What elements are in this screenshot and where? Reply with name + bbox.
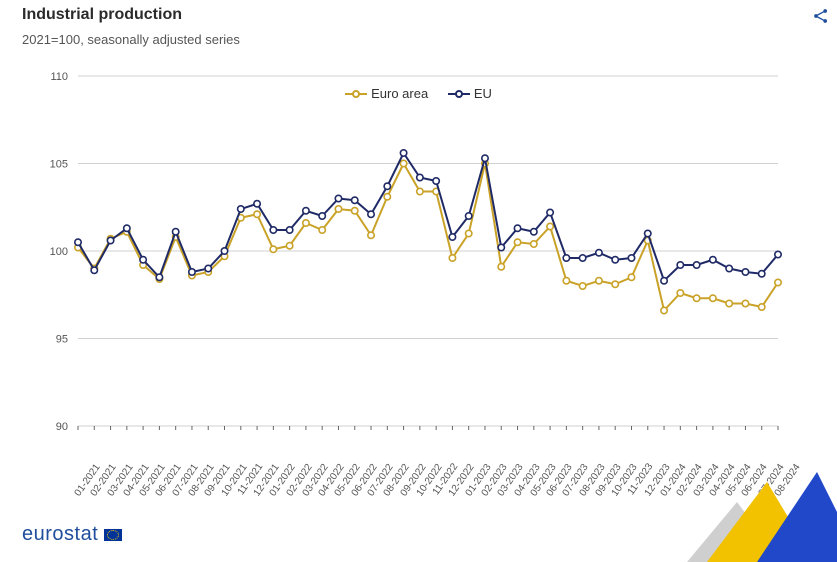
- legend-swatch-euro-area: [345, 89, 367, 99]
- series-marker: [514, 239, 520, 245]
- series-marker: [303, 208, 309, 214]
- series-marker: [693, 295, 699, 301]
- series-marker: [319, 227, 325, 233]
- series-marker: [465, 213, 471, 219]
- series-marker: [612, 281, 618, 287]
- series-marker: [726, 300, 732, 306]
- series-marker: [449, 234, 455, 240]
- series-marker: [693, 262, 699, 268]
- series-marker: [335, 206, 341, 212]
- series-marker: [417, 174, 423, 180]
- series-line: [78, 164, 778, 311]
- series-marker: [286, 227, 292, 233]
- series-marker: [124, 225, 130, 231]
- y-tick-label: 110: [50, 71, 68, 83]
- series-marker: [563, 255, 569, 261]
- legend-label-eu: EU: [474, 86, 492, 101]
- series-marker: [579, 255, 585, 261]
- series-marker: [759, 304, 765, 310]
- series-marker: [742, 300, 748, 306]
- series-marker: [775, 251, 781, 257]
- legend: Euro area EU: [22, 86, 815, 102]
- chart-subtitle: 2021=100, seasonally adjusted series: [22, 32, 240, 47]
- y-tick-label: 105: [50, 159, 68, 171]
- series-marker: [368, 211, 374, 217]
- series-marker: [384, 183, 390, 189]
- series-marker: [254, 201, 260, 207]
- chart-area: 9095100105110 Euro area EU 01-202102-202…: [22, 56, 815, 476]
- series-marker: [579, 283, 585, 289]
- series-marker: [661, 307, 667, 313]
- series-marker: [628, 274, 634, 280]
- series-marker: [710, 257, 716, 263]
- series-marker: [596, 278, 602, 284]
- series-marker: [238, 206, 244, 212]
- legend-swatch-eu: [448, 89, 470, 99]
- series-marker: [645, 230, 651, 236]
- series-marker: [335, 195, 341, 201]
- series-marker: [547, 223, 553, 229]
- series-line: [78, 153, 778, 281]
- y-tick-label: 95: [56, 334, 68, 346]
- eu-flag-icon: [104, 529, 122, 541]
- series-marker: [189, 269, 195, 275]
- series-marker: [91, 267, 97, 273]
- series-marker: [482, 155, 488, 161]
- y-tick-label: 100: [50, 246, 68, 258]
- series-marker: [726, 265, 732, 271]
- series-marker: [433, 178, 439, 184]
- series-marker: [319, 213, 325, 219]
- legend-label-euro-area: Euro area: [371, 86, 428, 101]
- series-marker: [612, 257, 618, 263]
- series-marker: [661, 278, 667, 284]
- series-marker: [628, 255, 634, 261]
- series-marker: [205, 265, 211, 271]
- chart-svg: 9095100105110: [22, 56, 815, 476]
- series-marker: [368, 232, 374, 238]
- series-marker: [140, 257, 146, 263]
- series-marker: [75, 239, 81, 245]
- series-marker: [742, 269, 748, 275]
- series-marker: [596, 250, 602, 256]
- series-marker: [352, 197, 358, 203]
- series-marker: [352, 208, 358, 214]
- series-marker: [465, 230, 471, 236]
- series-marker: [547, 209, 553, 215]
- chart-title: Industrial production: [22, 6, 182, 24]
- legend-item-euro-area: Euro area: [345, 86, 428, 101]
- series-marker: [531, 241, 537, 247]
- series-marker: [563, 278, 569, 284]
- series-marker: [710, 295, 716, 301]
- series-marker: [270, 246, 276, 252]
- logo-wordmark: eurostat: [22, 523, 98, 546]
- series-marker: [270, 227, 276, 233]
- series-marker: [221, 248, 227, 254]
- series-marker: [107, 237, 113, 243]
- series-marker: [677, 262, 683, 268]
- share-icon[interactable]: [811, 6, 831, 26]
- series-marker: [498, 244, 504, 250]
- x-axis-ticks: 01-202102-202103-202104-202105-202106-20…: [22, 432, 815, 482]
- series-marker: [384, 194, 390, 200]
- series-marker: [759, 271, 765, 277]
- series-marker: [400, 150, 406, 156]
- series-marker: [156, 274, 162, 280]
- legend-item-eu: EU: [448, 86, 492, 101]
- series-marker: [514, 225, 520, 231]
- series-marker: [677, 290, 683, 296]
- series-marker: [498, 264, 504, 270]
- series-marker: [775, 279, 781, 285]
- series-marker: [417, 188, 423, 194]
- series-marker: [449, 255, 455, 261]
- series-marker: [531, 229, 537, 235]
- series-marker: [172, 229, 178, 235]
- eurostat-logo: eurostat: [22, 523, 122, 546]
- series-marker: [254, 211, 260, 217]
- series-marker: [400, 160, 406, 166]
- series-marker: [303, 220, 309, 226]
- series-marker: [286, 243, 292, 249]
